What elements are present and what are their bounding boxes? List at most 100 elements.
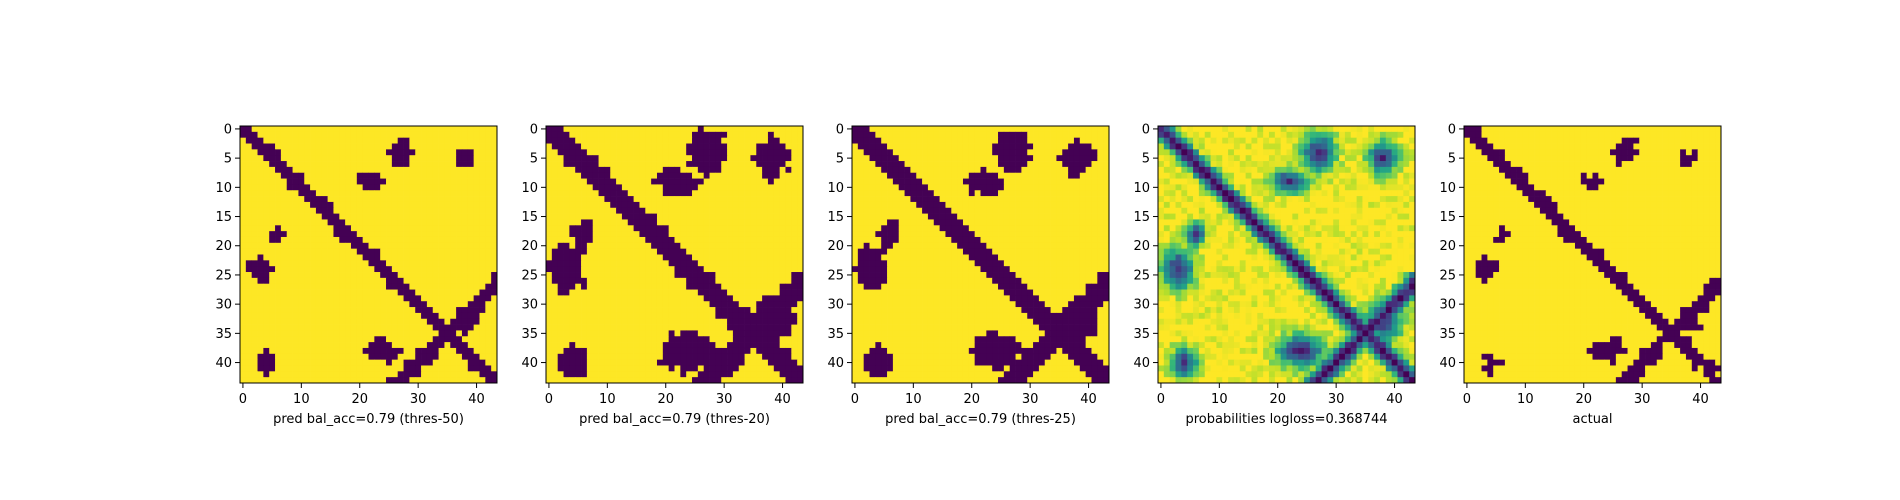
heatmap-cell xyxy=(767,272,775,279)
heatmap-cell xyxy=(703,330,710,337)
heatmap-cell xyxy=(916,236,923,244)
heatmap-cell xyxy=(491,312,498,320)
heatmap-cell xyxy=(715,260,722,267)
heatmap-cell xyxy=(627,190,634,197)
heatmap-cell xyxy=(662,196,670,203)
heatmap-cell xyxy=(479,289,486,296)
heatmap-cell xyxy=(339,371,346,378)
heatmap-cell xyxy=(1015,184,1022,191)
heatmap-cell xyxy=(957,207,964,214)
heatmap-cell xyxy=(939,143,946,150)
heatmap-cell xyxy=(380,149,387,156)
heatmap-cell xyxy=(738,353,745,360)
heatmap-cell xyxy=(467,295,474,302)
heatmap-cell xyxy=(1073,201,1081,209)
heatmap-cell xyxy=(350,307,358,314)
heatmap-cell xyxy=(432,172,439,179)
heatmap-cell xyxy=(321,365,328,372)
heatmap-cell xyxy=(703,137,710,144)
heatmap-cell xyxy=(450,277,457,285)
heatmap-cell xyxy=(461,301,469,308)
heatmap-cell xyxy=(1044,219,1051,226)
heatmap-cell xyxy=(791,342,798,349)
heatmap-cell xyxy=(368,330,375,337)
heatmap-cell xyxy=(257,219,264,226)
heatmap-cell xyxy=(756,236,763,244)
heatmap-cell xyxy=(656,301,664,308)
heatmap-cell xyxy=(438,307,445,314)
heatmap-cell xyxy=(333,377,340,384)
heatmap-cell xyxy=(479,353,486,360)
heatmap-cell xyxy=(1079,184,1086,191)
heatmap-cell xyxy=(703,184,710,191)
heatmap-cell xyxy=(292,371,299,378)
heatmap-cell xyxy=(1079,143,1086,150)
heatmap-cell xyxy=(592,365,599,372)
y-tick-label: 5 xyxy=(530,152,538,167)
heatmap-cell xyxy=(692,295,699,302)
heatmap-cell xyxy=(697,207,705,214)
heatmap-cell xyxy=(633,353,640,360)
heatmap-cell xyxy=(345,126,352,133)
heatmap-cell xyxy=(616,342,623,349)
heatmap-cell xyxy=(304,184,311,191)
heatmap-cell xyxy=(680,155,687,162)
heatmap-cell xyxy=(922,260,929,267)
heatmap-cell xyxy=(257,318,264,325)
heatmap-cell xyxy=(438,172,445,179)
heatmap-cell xyxy=(1073,236,1081,244)
heatmap-cell xyxy=(1079,178,1086,185)
heatmap-cell xyxy=(257,166,264,174)
heatmap-cell xyxy=(415,131,422,139)
heatmap-cell xyxy=(240,295,247,302)
heatmap-cell xyxy=(785,266,792,273)
heatmap-cell xyxy=(421,283,428,290)
heatmap-cell xyxy=(639,178,646,185)
heatmap-cell xyxy=(368,236,375,244)
heatmap-cell xyxy=(557,254,564,261)
heatmap-cell xyxy=(762,143,769,150)
heatmap-cell xyxy=(957,178,964,185)
heatmap-cell xyxy=(409,359,416,366)
heatmap-cell xyxy=(286,324,293,331)
heatmap-cell xyxy=(791,219,798,226)
heatmap-cell xyxy=(968,201,976,209)
heatmap-cell xyxy=(362,266,369,273)
heatmap-cell xyxy=(1038,184,1046,191)
heatmap-cell xyxy=(933,155,940,162)
heatmap-cell xyxy=(910,231,917,238)
heatmap-cell xyxy=(333,289,340,296)
heatmap-cell xyxy=(904,219,911,226)
heatmap-cell xyxy=(1033,248,1040,255)
heatmap-cell xyxy=(286,330,293,337)
heatmap-cell xyxy=(403,225,410,232)
heatmap-cell xyxy=(438,196,445,203)
heatmap-cell xyxy=(444,301,451,308)
heatmap-cell xyxy=(546,295,553,302)
heatmap-cell xyxy=(280,166,288,174)
heatmap-cell xyxy=(732,242,740,250)
heatmap-cell xyxy=(797,213,804,220)
heatmap-cell xyxy=(656,289,664,296)
heatmap-cell xyxy=(575,143,582,150)
heatmap-cell xyxy=(656,277,664,285)
heatmap-cell xyxy=(286,312,293,320)
heatmap-cell xyxy=(327,353,334,360)
heatmap-cell xyxy=(668,172,675,179)
heatmap-cell xyxy=(756,143,763,150)
heatmap-cell xyxy=(933,149,940,156)
heatmap-cell xyxy=(461,166,469,174)
heatmap-cell xyxy=(251,330,258,337)
heatmap-cell xyxy=(945,178,952,185)
heatmap-cell xyxy=(633,161,640,168)
heatmap-cell xyxy=(697,178,705,185)
heatmap-cell xyxy=(350,149,358,156)
heatmap-cell xyxy=(616,155,623,162)
heatmap-cell xyxy=(750,166,757,174)
heatmap-cell xyxy=(1033,172,1040,179)
heatmap-cell xyxy=(869,196,876,203)
heatmap-cell xyxy=(721,184,728,191)
heatmap-cell xyxy=(298,277,305,285)
heatmap-cell xyxy=(569,254,576,261)
heatmap-cell xyxy=(1015,260,1022,267)
